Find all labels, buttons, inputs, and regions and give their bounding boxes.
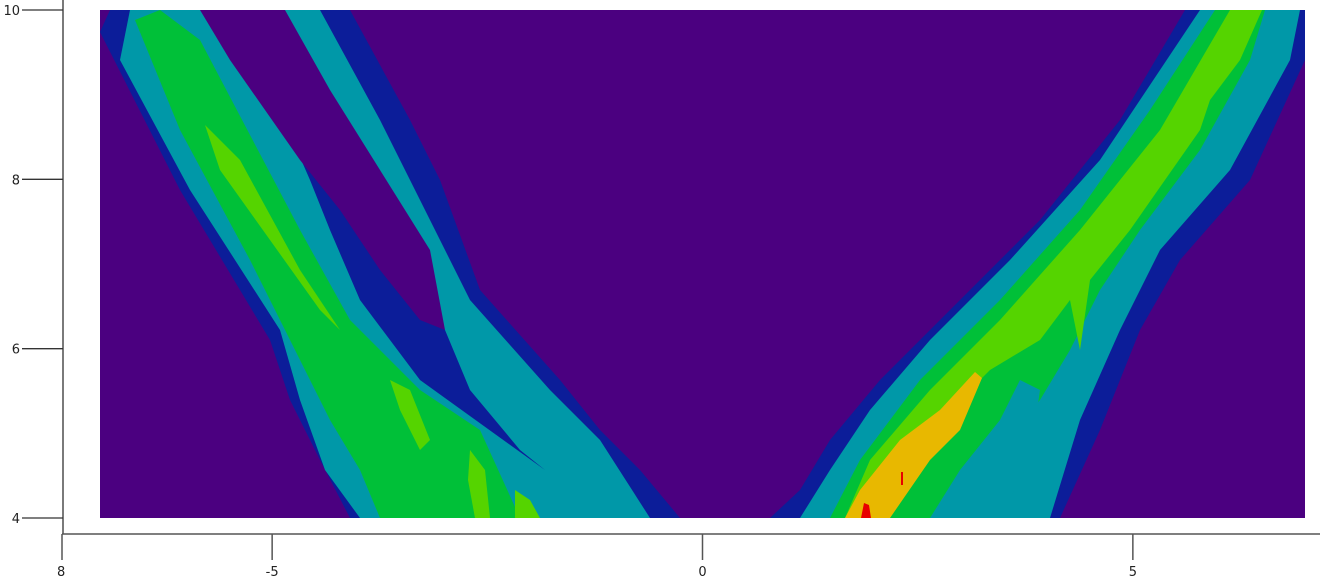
- y-tick-label: 4: [12, 512, 20, 527]
- y-tick-label: 6: [12, 343, 20, 358]
- x-tick-label: -5: [266, 565, 279, 580]
- contour-region-level-6: [861, 503, 871, 518]
- x-tick-label: 5: [1129, 565, 1137, 580]
- contour-region-level-4: [390, 380, 430, 450]
- y-tick-label: 8: [12, 173, 20, 188]
- axes: 8 4 6 8 10 -5 0 5: [3, 0, 1320, 580]
- contour-region-level-6: [901, 472, 903, 485]
- contour-region-level-2: [930, 380, 1040, 518]
- contour-region-level-4: [845, 10, 1262, 518]
- contour-region-level-5: [845, 372, 982, 518]
- x-tick-label: 0: [698, 565, 706, 580]
- x-axis-origin-label: 8: [57, 565, 65, 580]
- contour-region-level-3: [135, 10, 520, 518]
- y-tick-label: 10: [3, 4, 20, 19]
- contour-region-level-4: [468, 450, 490, 518]
- contour-region-level-0: [200, 10, 445, 330]
- plot-area: [100, 10, 1305, 518]
- contour-region-level-4: [205, 125, 340, 330]
- contour-region-level-4: [515, 490, 540, 518]
